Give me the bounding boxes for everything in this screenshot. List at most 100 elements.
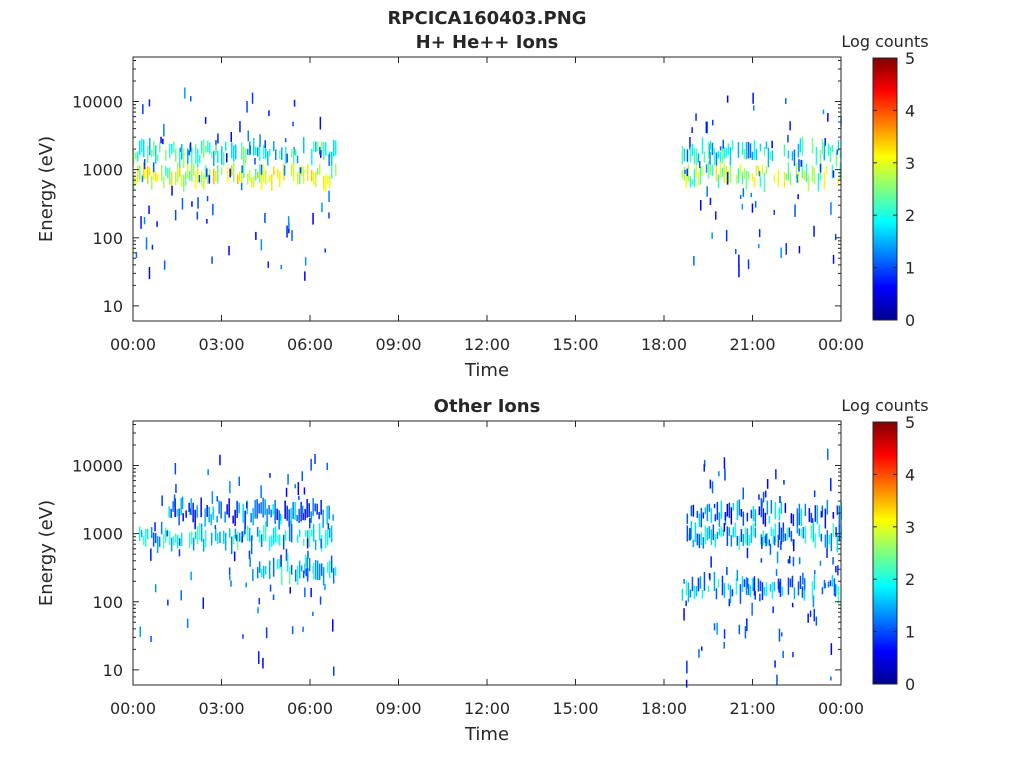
x-tick-label: 12:00 [464,699,510,718]
spectrogram-speck [683,608,685,621]
spectrogram-speck [160,136,162,144]
spectrogram-speck [229,168,231,178]
spectrogram-speck [695,113,697,121]
spectrogram-speck [787,134,789,143]
spectrogram-cell [696,510,699,518]
spectrogram-cell [728,527,731,536]
spectrogram-speck [764,490,767,498]
spectrogram-cell [318,563,321,581]
spectrogram-cell [754,509,757,527]
spectrogram-cell [764,512,767,527]
spectrogram-cell [177,162,179,182]
spectrogram-speck [832,170,835,178]
spectrogram-cell [737,168,740,183]
spectrogram-speck [320,150,322,158]
spectrogram-cell [694,522,697,542]
spectrogram-speck [319,596,322,605]
spectrogram-cell [732,527,735,538]
panel-title: Other Ions [434,396,541,417]
spectrogram-cell [314,539,317,551]
spectrogram-speck [686,149,689,162]
spectrogram-speck [723,523,726,532]
spectrogram-speck [206,168,208,177]
spectrogram-cell [221,146,223,165]
spectrogram-speck [766,479,769,489]
spectrogram-speck [798,513,800,526]
spectrogram-speck [298,495,300,500]
spectrogram-speck [705,121,708,133]
spectrogram-cell [230,536,233,554]
spectrogram-cell [235,144,237,160]
spectrogram-cell [734,522,737,538]
spectrogram-speck [746,547,749,559]
spectrogram-cell [176,535,179,549]
spectrogram-cell [725,166,728,185]
spectrogram-speck [830,202,832,215]
spectrogram-speck [758,171,761,177]
spectrogram-cell [727,583,730,590]
spectrogram-speck [324,584,326,590]
x-axis-label: Time [464,724,509,745]
spectrogram-speck [830,643,833,655]
spectrogram-cell [178,538,181,546]
spectrogram-speck [326,462,328,470]
spectrogram-cell [183,148,185,168]
spectrogram-speck [269,473,271,478]
spectrogram-speck [241,165,243,173]
spectrogram-speck [761,500,763,508]
spectrogram-speck [328,212,330,219]
spectrogram-cell [270,509,272,518]
spectrogram-cell [205,145,207,153]
spectrogram-cell [777,169,780,187]
spectrogram-cell [262,525,265,542]
spectrogram-speck [813,225,815,237]
spectrogram-cell [790,513,793,524]
spectrogram-cell [333,139,335,157]
spectrogram-speck [286,225,288,238]
spectrogram-speck [320,538,322,549]
spectrogram-marks [133,87,842,281]
spectrogram-cell [290,507,292,524]
spectrogram-cell [741,172,744,185]
spectrogram-cell [725,148,728,158]
x-tick-label: 06:00 [287,335,333,354]
spectrogram-cell [723,163,726,183]
spectrogram-cell [832,523,835,537]
spectrogram-cell [174,533,177,543]
spectrogram-speck [728,598,731,607]
spectrogram-cell [817,173,820,192]
spectrogram-cell [286,505,288,521]
spectrogram-speck [797,194,799,200]
spectrogram-speck [145,237,148,250]
spectrogram-cell [201,171,203,187]
spectrogram-cell [255,146,257,155]
spectrogram-speck [333,666,335,676]
spectrogram-speck [167,599,169,606]
spectrogram-cell [729,165,732,183]
spectrogram-cell [811,581,814,601]
colorbar-label: Log counts [841,396,928,415]
colorbar: Log counts 0 1 2 3 4 5 [841,396,928,694]
spectrogram-cell [746,528,749,546]
spectrogram-speck [760,558,763,563]
spectrogram-cell [262,565,265,579]
spectrogram-cell [699,576,702,589]
spectrogram-cell [763,147,766,156]
spectrogram-cell [698,513,701,527]
spectrogram-cell [247,148,249,155]
spectrogram-speck [835,566,837,573]
spectrogram-speck [693,256,695,266]
spectrogram-cell [836,534,839,553]
colorbar-label: Log counts [841,32,928,51]
panel-title: H+ He++ Ions [416,32,559,53]
spectrogram-speck [219,531,221,544]
spectrogram-cell [310,511,312,523]
spectrogram-cell [689,176,692,188]
spectrogram-speck [135,252,138,258]
spectrogram-cell [252,508,254,526]
spectrogram-cell [268,560,271,579]
spectrogram-cell [170,508,172,518]
spectrogram-cell [216,515,218,523]
spectrogram-cell [137,165,139,183]
spectrogram-cell [713,571,716,591]
